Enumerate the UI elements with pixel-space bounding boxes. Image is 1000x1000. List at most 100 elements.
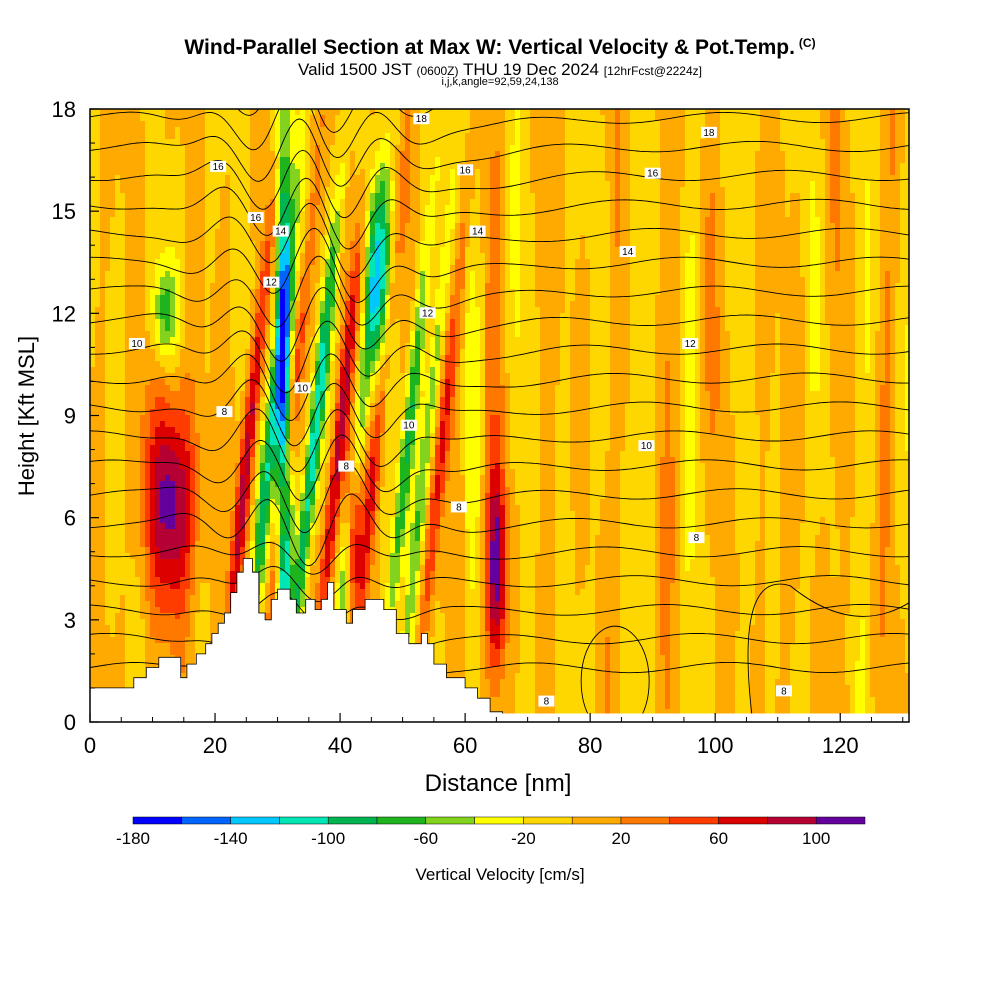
field-cell	[230, 565, 236, 572]
field-cell	[275, 409, 281, 416]
field-cell	[115, 427, 121, 434]
field-cell	[305, 205, 311, 212]
field-cell	[270, 211, 276, 218]
field-cell	[185, 505, 191, 512]
field-cell	[160, 391, 166, 398]
field-cell	[280, 451, 286, 458]
field-cell	[105, 469, 111, 476]
field-cell	[290, 529, 296, 536]
field-cell	[185, 565, 191, 572]
field-cell	[110, 523, 116, 530]
field-cell	[205, 235, 211, 242]
field-cell	[140, 397, 146, 404]
field-cell	[330, 385, 336, 392]
field-cell	[290, 289, 296, 296]
field-cell	[160, 541, 166, 548]
field-cell	[240, 151, 246, 158]
field-cell	[135, 421, 141, 428]
field-cell	[280, 319, 286, 326]
field-cell	[105, 559, 111, 566]
field-cell	[265, 451, 271, 458]
field-cell	[295, 367, 301, 374]
field-cell	[130, 637, 136, 644]
field-cell	[330, 259, 336, 266]
field-cell	[295, 601, 301, 608]
field-cell	[295, 421, 301, 428]
field-cell	[90, 607, 96, 614]
field-cell	[285, 457, 291, 464]
field-cell	[150, 319, 156, 326]
field-cell	[260, 493, 266, 500]
field-cell	[245, 499, 251, 506]
field-cell	[220, 253, 226, 260]
field-cell	[95, 601, 101, 608]
field-cell	[240, 391, 246, 398]
field-cell	[210, 253, 216, 260]
field-cell	[255, 319, 261, 326]
field-cell	[90, 127, 96, 134]
field-cell	[210, 451, 216, 458]
field-cell	[240, 313, 246, 320]
field-cell	[205, 529, 211, 536]
field-cell	[120, 427, 126, 434]
field-cell	[285, 559, 291, 566]
field-cell	[250, 205, 256, 212]
field-cell	[215, 355, 221, 362]
field-cell	[300, 283, 306, 290]
field-cell	[250, 547, 256, 554]
field-cell	[90, 247, 96, 254]
field-cell	[265, 205, 271, 212]
field-cell	[275, 523, 281, 530]
field-cell	[165, 169, 171, 176]
field-cell	[290, 205, 296, 212]
field-cell	[240, 289, 246, 296]
field-cell	[285, 517, 291, 524]
field-cell	[125, 661, 131, 668]
field-cell	[260, 313, 266, 320]
field-cell	[270, 373, 276, 380]
field-cell	[285, 469, 291, 476]
field-cell	[140, 439, 146, 446]
field-cell	[115, 541, 121, 548]
field-cell	[300, 469, 306, 476]
field-cell	[195, 487, 201, 494]
field-cell	[260, 109, 266, 116]
field-cell	[290, 415, 296, 422]
field-cell	[245, 331, 251, 338]
field-cell	[235, 523, 241, 530]
field-cell	[180, 667, 186, 674]
field-cell	[170, 301, 176, 308]
field-cell	[130, 523, 136, 530]
field-cell	[95, 421, 101, 428]
field-cell	[320, 499, 326, 506]
field-cell	[225, 511, 231, 518]
field-cell	[210, 157, 216, 164]
field-cell	[215, 493, 221, 500]
field-cell	[235, 289, 241, 296]
field-cell	[250, 313, 256, 320]
field-cell	[185, 601, 191, 608]
field-cell	[270, 457, 276, 464]
field-cell	[240, 505, 246, 512]
field-cell	[150, 193, 156, 200]
field-cell	[120, 199, 126, 206]
field-cell	[115, 181, 121, 188]
field-cell	[245, 511, 251, 518]
field-cell	[205, 193, 211, 200]
field-cell	[235, 163, 241, 170]
field-cell	[170, 553, 176, 560]
field-cell	[205, 511, 211, 518]
field-cell	[230, 391, 236, 398]
field-cell	[180, 559, 186, 566]
field-cell	[240, 109, 246, 116]
field-cell	[190, 463, 196, 470]
field-cell	[205, 565, 211, 572]
field-cell	[125, 127, 131, 134]
field-cell	[260, 151, 266, 158]
field-cell	[225, 187, 231, 194]
field-cell	[285, 295, 291, 302]
field-cell	[285, 319, 291, 326]
field-cell	[190, 631, 196, 638]
field-cell	[195, 283, 201, 290]
field-cell	[325, 391, 331, 398]
